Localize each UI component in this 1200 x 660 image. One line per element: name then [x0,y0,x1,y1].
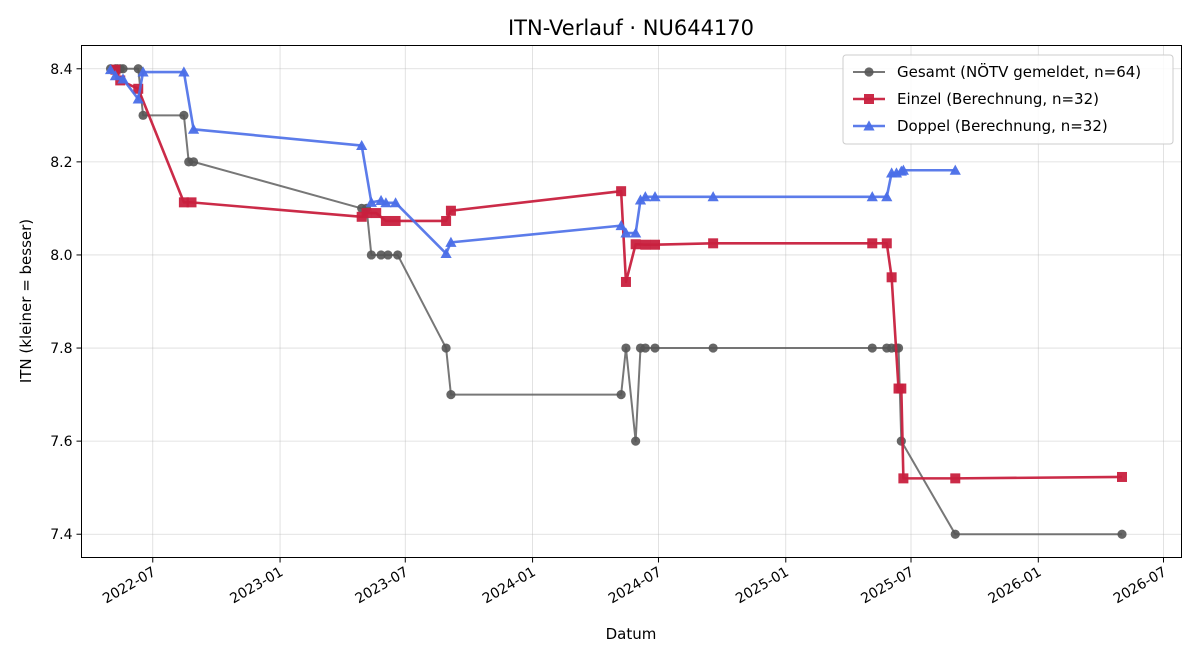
data-point [621,343,631,353]
data-point [110,64,121,75]
data-point [650,343,660,353]
data-point [186,197,197,208]
data-point [441,343,451,353]
chart-title: ITN-Verlauf · NU644170 [508,16,754,40]
data-point [383,250,393,260]
y-tick-label: 8.2 [50,155,72,171]
data-point [886,272,897,283]
data-point [620,227,632,238]
data-point [109,70,121,81]
data-point [897,164,909,175]
data-point [640,239,651,250]
data-point [441,215,452,226]
data-point [867,343,877,353]
data-point [187,123,200,134]
data-point [616,186,627,197]
data-point [445,236,457,247]
data-point [630,239,641,250]
data-point [104,64,117,75]
legend-box [842,54,1174,145]
data-point [950,529,960,539]
data-point [138,110,148,120]
data-point [133,83,144,94]
data-point [1117,471,1128,482]
data-point [446,389,456,400]
data-point [616,389,626,400]
data-point [188,157,199,167]
data-point [650,239,661,250]
legend-label: Doppel (Berechnung, n=32) [897,117,1108,135]
data-point [445,205,456,216]
legend: Gesamt (NÖTV gemeldet, n=64) Einzel (Bere… [842,54,1174,145]
data-point [178,197,189,208]
data-point [881,191,893,202]
data-point [376,250,386,260]
data-point [380,215,391,226]
data-point [132,93,144,104]
legend-label: Einzel (Berechnung, n=32) [897,90,1099,108]
data-point [950,473,961,484]
data-point [649,191,661,202]
data-point [639,191,651,202]
data-point [708,238,719,249]
y-tick-label: 7.8 [50,341,72,357]
x-axis-label: Datum [606,625,657,643]
data-point [178,66,190,77]
data-point [896,383,907,394]
data-point [708,343,718,353]
legend-marker [864,94,874,104]
legend-marker [863,120,875,131]
series-2 [104,64,961,259]
data-point [440,247,452,259]
data-point [361,208,372,219]
data-point [366,250,376,260]
data-point [631,436,641,446]
series-layer [104,64,1128,539]
data-point [365,196,377,207]
y-tick-label: 8.0 [50,248,72,264]
y-tick-label: 8.4 [50,62,72,78]
series-line [109,68,956,255]
data-point [881,238,892,249]
data-point [117,73,129,84]
plot-frame [81,45,1182,558]
data-point [640,343,650,353]
data-point [179,110,189,120]
data-point [630,227,642,238]
data-point [867,238,878,249]
legend-marker [864,67,874,77]
data-point [380,197,392,208]
data-point [390,215,401,226]
y-axis-ticks: 7.4 7.6 7.8 8.0 8.2 8.4 [50,62,82,543]
y-tick-label: 7.4 [50,527,72,543]
data-point [393,250,403,260]
legend-label: Gesamt (NÖTV gemeldet, n=64) [897,62,1141,81]
data-point [898,473,909,484]
data-point [371,208,382,219]
data-point [356,139,368,151]
data-point [1117,529,1127,539]
data-point [118,64,128,74]
data-point [389,197,402,208]
y-tick-label: 7.6 [50,434,72,450]
data-point [634,194,647,205]
data-point [620,276,631,287]
data-point [615,220,627,231]
data-point [707,191,719,202]
data-point [866,191,878,202]
data-point [949,164,961,175]
data-point [137,66,149,77]
y-axis-label: ITN (kleiner = besser) [17,219,35,383]
